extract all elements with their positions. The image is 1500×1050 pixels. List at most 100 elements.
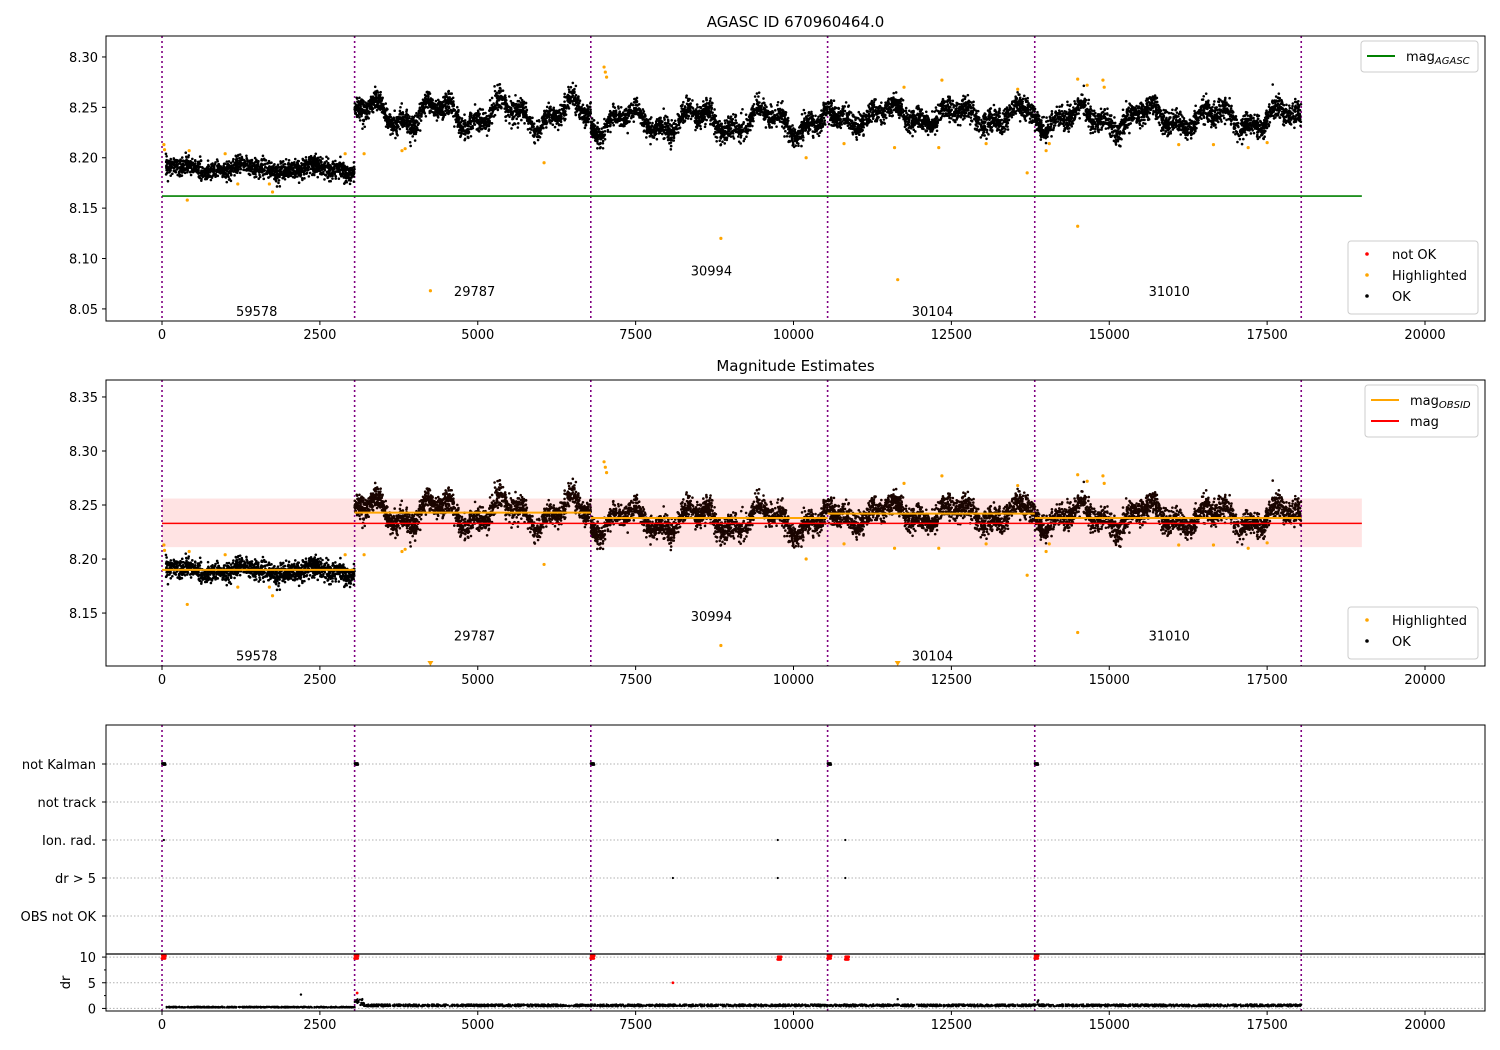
data-point (323, 166, 326, 169)
data-point (510, 111, 513, 114)
data-point (635, 112, 638, 115)
data-point (765, 106, 768, 109)
data-point (699, 125, 702, 128)
data-point (283, 170, 286, 173)
data-point (717, 120, 720, 123)
data-point (759, 113, 762, 116)
data-point (167, 180, 170, 183)
data-point (474, 103, 477, 106)
data-point (609, 131, 612, 134)
data-point (233, 174, 236, 177)
data-point (803, 109, 806, 112)
data-point (547, 102, 550, 105)
data-point (344, 181, 347, 184)
data-point (588, 118, 591, 121)
data-point (285, 158, 288, 161)
data-point (492, 102, 495, 105)
data-point (813, 130, 816, 133)
data-point (749, 129, 752, 132)
x-tick-label: 17500 (1246, 328, 1287, 343)
data-point (555, 122, 558, 125)
data-point (377, 102, 380, 105)
data-point (557, 129, 560, 132)
data-point (566, 104, 569, 107)
data-point (305, 156, 308, 159)
data-point (301, 177, 304, 180)
data-point (797, 142, 800, 145)
data-point (523, 122, 526, 125)
data-point (529, 131, 532, 134)
data-point (552, 118, 555, 121)
data-point (194, 165, 197, 168)
data-point (546, 121, 549, 124)
data-point (516, 111, 519, 114)
data-point (217, 166, 220, 169)
data-point (647, 124, 650, 127)
plot-area: 5957829787309943010431010 (162, 36, 1362, 321)
data-point (517, 122, 520, 125)
data-point (254, 171, 257, 174)
data-point (227, 176, 230, 179)
data-point (740, 126, 743, 129)
data-point (341, 164, 344, 167)
data-point (705, 99, 708, 102)
data-point (496, 91, 499, 94)
data-point (554, 113, 557, 116)
data-point (820, 109, 823, 112)
data-point (288, 159, 291, 162)
data-point (596, 147, 599, 150)
data-point (356, 115, 359, 118)
data-point (585, 124, 588, 127)
data-point (734, 129, 737, 132)
data-point (588, 111, 591, 114)
data-point (666, 116, 669, 119)
data-point (649, 132, 652, 135)
data-point (449, 99, 452, 102)
data-point (572, 82, 575, 85)
data-point (627, 120, 630, 123)
data-point (415, 112, 418, 115)
data-point (440, 113, 443, 116)
data-point (786, 121, 789, 124)
data-point (838, 107, 841, 110)
data-point (524, 112, 527, 115)
data-point (495, 102, 498, 105)
data-point (221, 168, 224, 171)
data-point (815, 125, 818, 128)
data-point (403, 119, 406, 122)
data-point (520, 119, 523, 122)
data-point (670, 145, 673, 148)
data-point (696, 103, 699, 106)
data-point (663, 129, 666, 132)
data-point (573, 97, 576, 100)
data-point (180, 167, 183, 170)
data-point (667, 119, 670, 122)
data-point (808, 111, 811, 114)
data-point (775, 118, 778, 121)
data-point (254, 161, 257, 164)
data-point (253, 165, 256, 168)
data-point (654, 124, 657, 127)
data-point (343, 173, 346, 176)
data-point (659, 131, 662, 134)
data-point (682, 101, 685, 104)
data-point (282, 163, 285, 166)
data-point (367, 110, 370, 113)
data-point (740, 134, 743, 137)
data-point (289, 174, 292, 177)
data-point (382, 103, 385, 106)
data-point (655, 129, 658, 132)
data-point (626, 132, 629, 135)
data-point (720, 122, 723, 125)
data-point (801, 113, 804, 116)
data-point (431, 104, 434, 107)
data-point (348, 170, 351, 173)
data-point (594, 139, 597, 142)
y-tick-label: 8.25 (69, 101, 98, 116)
data-point (336, 163, 339, 166)
data-point (569, 102, 572, 105)
data-point (802, 120, 805, 123)
data-point (614, 106, 617, 109)
data-point (756, 92, 759, 95)
data-point (289, 172, 292, 175)
